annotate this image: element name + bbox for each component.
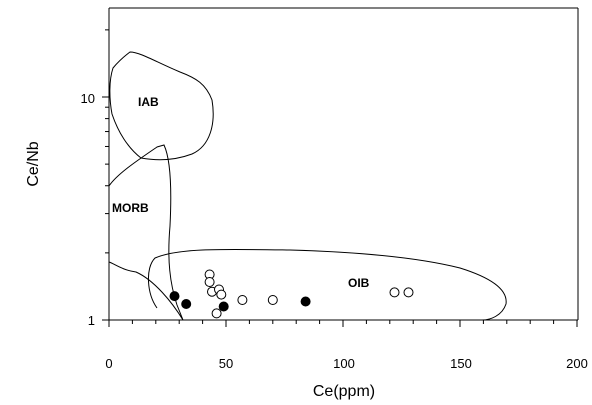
open-data-point (267, 295, 278, 305)
y-tick-label-1: 1 (88, 313, 95, 328)
filled-data-point (181, 299, 192, 309)
iab-field-outline (109, 51, 214, 161)
open-data-point (204, 277, 215, 287)
field-label-morb: MORB (112, 201, 149, 215)
data-points (169, 269, 414, 319)
y-axis-title: Ce/Nb (25, 141, 42, 186)
open-data-point (403, 287, 414, 298)
x-tick-label-150: 150 (450, 356, 472, 371)
field-label-oib: OIB (348, 276, 370, 290)
x-tick-label-100: 100 (333, 356, 355, 371)
open-data-point (211, 308, 222, 319)
filled-data-point (218, 301, 229, 312)
morb-field-outline (108, 144, 184, 321)
filled-data-point (300, 296, 311, 307)
field-label-iab: IAB (138, 95, 159, 109)
open-data-point (237, 295, 248, 305)
axis-ticks (102, 29, 578, 327)
x-tick-label-0: 0 (105, 356, 112, 371)
x-axis-title: Ce(ppm) (313, 383, 375, 400)
filled-data-point (169, 291, 180, 302)
y-tick-label-10: 10 (81, 91, 95, 106)
open-data-point (216, 289, 227, 300)
open-data-point (389, 287, 400, 298)
x-tick-label-50: 50 (219, 356, 233, 371)
oib-field-outline (148, 248, 507, 321)
x-tick-label-200: 200 (566, 356, 588, 371)
